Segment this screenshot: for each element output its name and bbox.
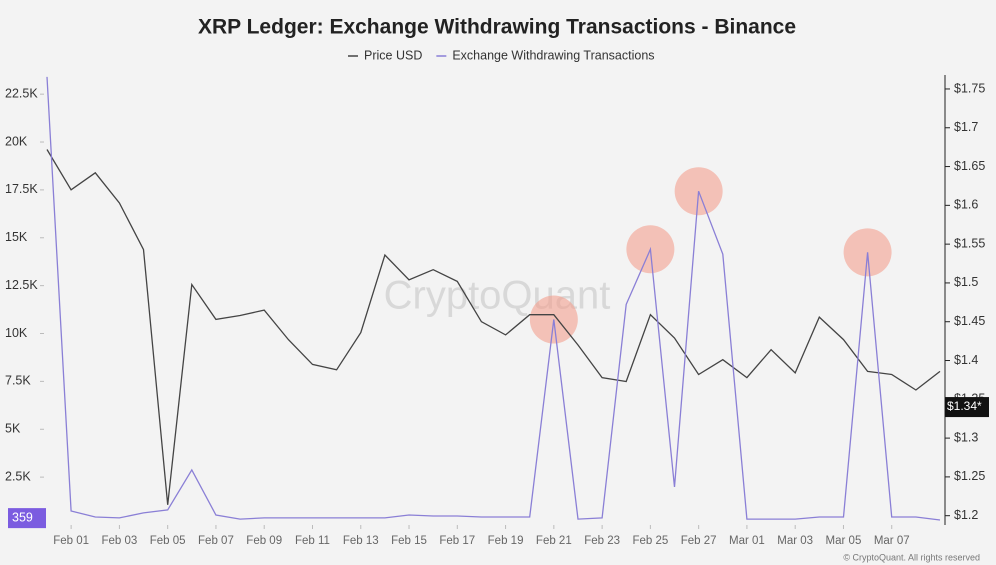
x-tick-label: Feb 27 <box>681 535 717 547</box>
x-tick-label: Feb 07 <box>198 535 234 547</box>
y2-marker-label: $1.34* <box>947 399 982 413</box>
y2-tick-label: $1.4 <box>954 353 978 367</box>
x-tick-label: Feb 25 <box>632 535 668 547</box>
x-tick-label: Feb 19 <box>488 535 524 547</box>
x-tick-label: Feb 13 <box>343 535 379 547</box>
y-tick-label: 12.5K <box>5 278 38 292</box>
watermark: CryptoQuant <box>384 274 611 318</box>
y-tick-label: 2.5K <box>5 469 31 483</box>
chart-title: XRP Ledger: Exchange Withdrawing Transac… <box>198 16 796 39</box>
x-tick-label: Feb 23 <box>584 535 620 547</box>
y2-tick-label: $1.6 <box>954 198 978 212</box>
x-tick-label: Feb 03 <box>101 535 137 547</box>
x-tick-label: Feb 11 <box>295 535 330 547</box>
y2-tick-label: $1.7 <box>954 120 978 134</box>
x-tick-label: Mar 05 <box>826 535 862 547</box>
y2-tick-label: $1.55 <box>954 236 985 250</box>
y2-marker-box <box>945 397 989 418</box>
y-marker-box <box>8 508 46 529</box>
y2-tick-label: $1.2 <box>954 508 978 522</box>
y2-tick-label: $1.65 <box>954 159 985 173</box>
y-tick-label: 10K <box>5 326 28 340</box>
y-tick-label: 7.5K <box>5 374 31 388</box>
y2-tick-label: $1.3 <box>954 430 978 444</box>
x-tick-label: Feb 09 <box>246 535 282 547</box>
x-tick-label: Mar 07 <box>874 535 910 547</box>
y-tick-label: 15K <box>5 230 28 244</box>
y-marker-label: 359 <box>12 510 33 524</box>
x-tick-label: Feb 17 <box>439 535 475 547</box>
x-tick-label: Feb 15 <box>391 535 427 547</box>
legend-label: Price USD <box>364 48 422 62</box>
series-line <box>46 76 941 521</box>
x-tick-label: Mar 01 <box>729 535 765 547</box>
x-tick-label: Feb 21 <box>536 535 572 547</box>
y2-tick-label: $1.25 <box>954 469 985 483</box>
copyright: © CryptoQuant. All rights reserved <box>843 552 980 562</box>
y2-tick-label: $1.5 <box>954 275 978 289</box>
series-line <box>46 149 941 505</box>
y2-tick-label: $1.75 <box>954 81 985 95</box>
x-tick-label: Feb 01 <box>53 535 89 547</box>
x-tick-label: Mar 03 <box>777 535 813 547</box>
y-tick-label: 22.5K <box>5 86 38 100</box>
y-tick-label: 20K <box>5 134 28 148</box>
y-tick-label: 5K <box>5 422 21 436</box>
y2-tick-label: $1.45 <box>954 314 985 328</box>
legend-label: Exchange Withdrawing Transactions <box>452 48 654 62</box>
x-tick-label: Feb 05 <box>150 535 186 547</box>
y-tick-label: 17.5K <box>5 182 38 196</box>
